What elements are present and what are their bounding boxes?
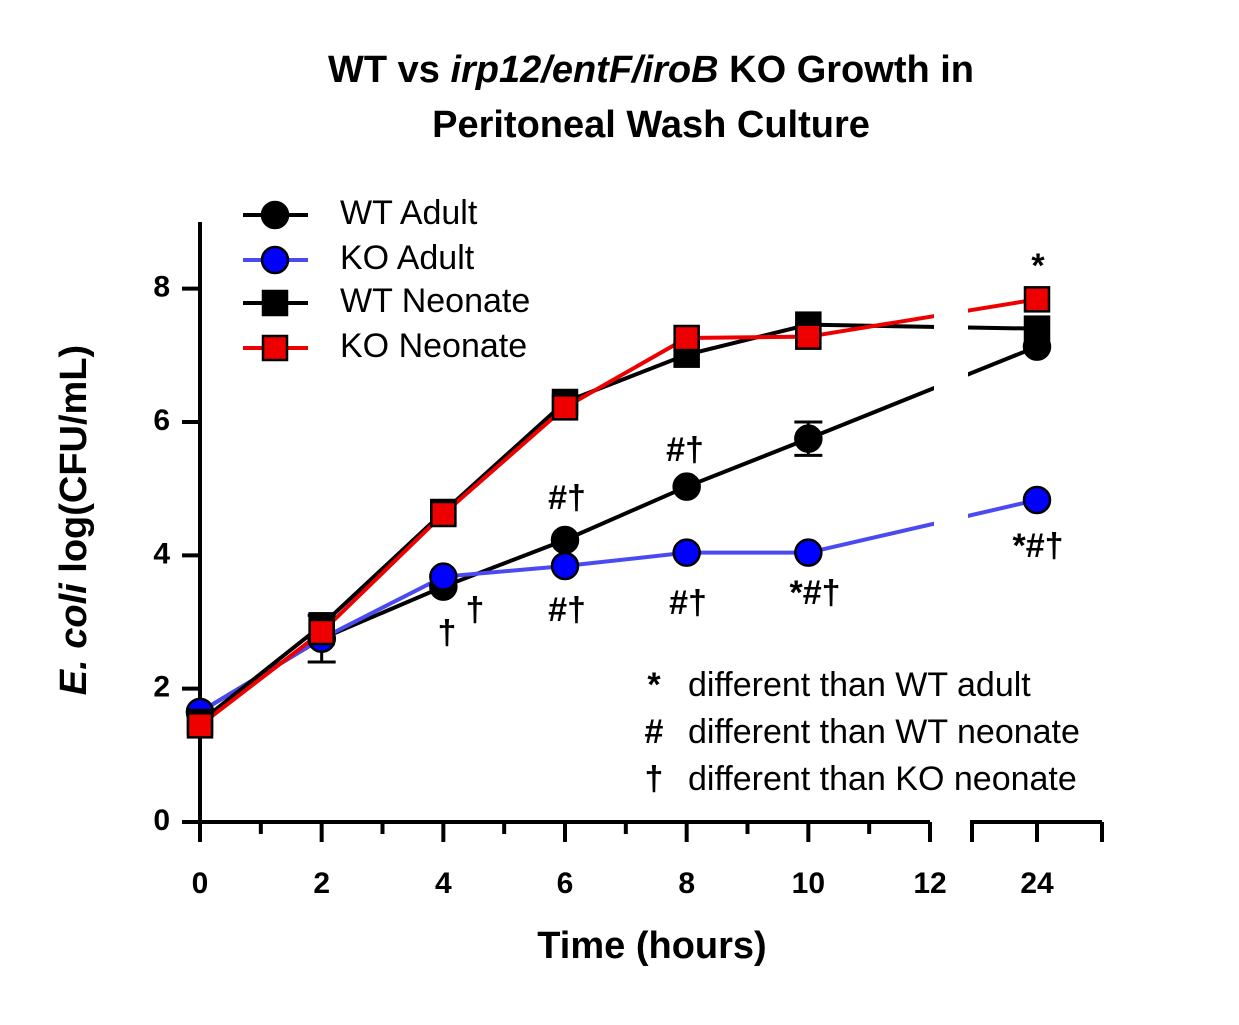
marker [672,472,701,501]
marker [1022,485,1052,515]
annotation: #† [548,479,586,517]
marker [308,618,335,646]
legend-label: KO Adult [340,239,475,277]
chart-title: Peritoneal Wash Culture [432,104,870,146]
note-symbol: * [647,666,661,704]
marker [1023,315,1051,342]
x-axis-label: Time (hours) [537,925,766,967]
legend-marker [261,289,289,317]
marker [673,324,700,352]
y-tick-label: 0 [153,804,170,837]
x-tick-label: 2 [313,867,330,900]
y-tick-label: 2 [153,671,170,704]
annotation: † [438,614,457,652]
marker [186,712,214,739]
annotation: #† [666,431,704,469]
marker [551,394,579,421]
annotation: *#† [1012,527,1063,565]
x-tick-label: 10 [792,867,825,900]
legend-label: KO Neonate [340,327,527,365]
marker [429,562,458,591]
y-tick-label: 8 [153,271,170,304]
annotation: #† [548,591,586,629]
legend-label: WT Neonate [340,282,530,320]
x-tick-label: 0 [192,867,209,900]
legend-marker [261,334,289,362]
annotation: * [1031,247,1045,285]
note-symbol: # [645,713,664,751]
x-tick-label: 6 [557,867,574,900]
marker [1023,286,1051,313]
marker [550,525,580,555]
chart-title: WT vs irp12/entF/iroB KO Growth in [328,49,974,91]
marker [550,551,580,581]
axis-break-gap [934,222,968,817]
x-tick-label: 12 [913,867,946,900]
y-axis-label: E. coli log(CFU/mL) [53,345,95,695]
marker [672,538,701,567]
marker [794,538,823,567]
marker [795,323,822,350]
annotation: #† [669,584,707,622]
annotation: † [466,591,485,629]
marker [794,424,823,453]
x-tick-label: 24 [1020,867,1054,900]
note-symbol: † [645,760,664,798]
y-tick-label: 6 [153,404,170,437]
legend-marker [260,245,290,275]
annotation: *#† [789,574,840,612]
marker [430,500,457,528]
legend-marker [260,200,290,230]
note-text: different than KO neonate [688,760,1077,798]
y-tick-label: 4 [153,537,170,570]
legend-label: WT Adult [340,194,478,232]
note-text: different than WT adult [688,666,1031,704]
x-tick-label: 8 [678,867,695,900]
x-tick-label: 4 [435,867,452,900]
note-text: different than WT neonate [688,713,1080,751]
